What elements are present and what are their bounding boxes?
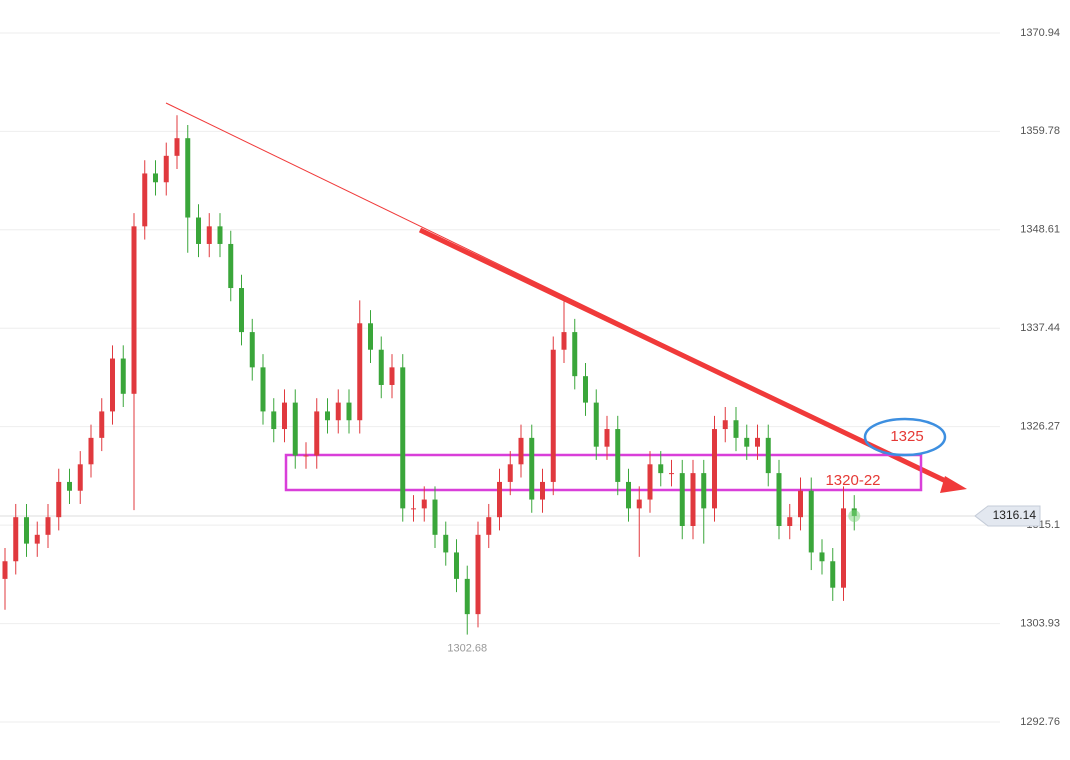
candle-body bbox=[669, 473, 674, 475]
candle-body bbox=[389, 367, 395, 385]
y-tick-label: 1303.93 bbox=[1020, 617, 1060, 629]
annotation: 1325 bbox=[890, 428, 923, 445]
candle-body bbox=[411, 508, 416, 510]
candle-body bbox=[486, 517, 492, 535]
y-tick-label: 1370.94 bbox=[1020, 27, 1060, 39]
zone-box bbox=[284, 453, 923, 492]
candle-body bbox=[787, 517, 793, 526]
candle-body bbox=[518, 437, 524, 465]
candle-body bbox=[45, 517, 51, 535]
candle-body bbox=[292, 402, 298, 456]
candle-body bbox=[593, 402, 599, 447]
candle-body bbox=[13, 517, 19, 562]
candle-body bbox=[228, 243, 234, 289]
candle-body bbox=[99, 411, 105, 438]
candle-body bbox=[830, 561, 836, 588]
candle-body bbox=[378, 349, 384, 385]
y-tick-label: 1348.61 bbox=[1020, 224, 1060, 236]
low-label: 1302.68 bbox=[447, 642, 487, 654]
y-tick-label: 1337.44 bbox=[1020, 322, 1060, 334]
candle-body bbox=[712, 429, 717, 509]
candle-body bbox=[34, 534, 40, 544]
candle-body bbox=[679, 473, 685, 526]
candle-body bbox=[185, 138, 191, 218]
candle-body bbox=[701, 473, 707, 509]
candle-body bbox=[357, 323, 363, 421]
candle-body bbox=[647, 464, 653, 500]
candle-body bbox=[841, 508, 846, 588]
candle-body bbox=[550, 349, 556, 482]
candle-body bbox=[755, 437, 760, 447]
candle-body bbox=[110, 358, 115, 412]
candle-body bbox=[615, 429, 621, 482]
candle-body bbox=[776, 473, 782, 526]
candle-body bbox=[432, 499, 438, 535]
candle-body bbox=[744, 437, 750, 447]
candle-body bbox=[529, 437, 535, 500]
candle-body bbox=[454, 552, 459, 579]
price-tag-label: 1316.14 bbox=[993, 508, 1037, 522]
candle-body bbox=[249, 332, 255, 368]
candle-body bbox=[658, 464, 664, 474]
candle-body bbox=[722, 420, 728, 430]
candle-body bbox=[368, 323, 373, 350]
candle-body bbox=[421, 499, 427, 509]
candle-body bbox=[163, 155, 169, 183]
candle-body bbox=[56, 481, 62, 518]
candle-body bbox=[131, 226, 137, 394]
candle-body bbox=[765, 437, 771, 474]
candle-body bbox=[24, 517, 29, 544]
candle-body bbox=[142, 173, 148, 227]
candle-body bbox=[206, 226, 212, 244]
y-tick-label: 1292.76 bbox=[1020, 716, 1060, 728]
candle-body bbox=[239, 288, 244, 333]
y-tick-label: 1359.78 bbox=[1020, 125, 1060, 137]
candle-body bbox=[314, 411, 320, 456]
annotation: 1320-22 bbox=[825, 472, 880, 489]
y-tick-label: 1326.27 bbox=[1020, 421, 1060, 433]
candle-body bbox=[464, 578, 470, 615]
candle-body bbox=[217, 226, 223, 244]
candle-body bbox=[507, 464, 513, 482]
candle-body bbox=[798, 490, 803, 518]
candle-body bbox=[497, 481, 502, 518]
candle-body bbox=[561, 332, 567, 350]
candle-body bbox=[335, 402, 341, 421]
candle-body bbox=[475, 534, 481, 615]
candle-body bbox=[540, 481, 545, 500]
last-price-dot bbox=[848, 509, 861, 522]
candle-body bbox=[733, 420, 739, 438]
candle-body bbox=[174, 138, 180, 156]
price-tag bbox=[974, 505, 1041, 527]
trend-line bbox=[418, 227, 954, 487]
candle-body bbox=[153, 173, 158, 183]
candle-body bbox=[604, 429, 610, 447]
candle-body bbox=[808, 490, 814, 553]
candle-body bbox=[88, 437, 94, 465]
candle-body bbox=[325, 411, 330, 421]
candle-body bbox=[690, 473, 696, 526]
target-ellipse bbox=[863, 417, 947, 457]
candle-body bbox=[196, 217, 201, 244]
candle-body bbox=[303, 455, 309, 457]
candle-body bbox=[626, 481, 631, 509]
candle-body bbox=[636, 499, 642, 509]
candle-body bbox=[271, 411, 277, 430]
candle-body bbox=[77, 464, 83, 491]
candle-body bbox=[819, 552, 825, 562]
candle-body bbox=[572, 332, 578, 377]
candle-body bbox=[282, 402, 287, 430]
candle-body bbox=[260, 367, 266, 412]
candle-body bbox=[400, 367, 406, 509]
candle-body bbox=[346, 402, 352, 421]
candle-body bbox=[2, 561, 8, 579]
candle-body bbox=[120, 358, 126, 394]
candle-body bbox=[583, 376, 588, 403]
trend-arrow bbox=[940, 476, 967, 493]
candle-body bbox=[443, 534, 449, 553]
candle-body bbox=[67, 481, 72, 491]
